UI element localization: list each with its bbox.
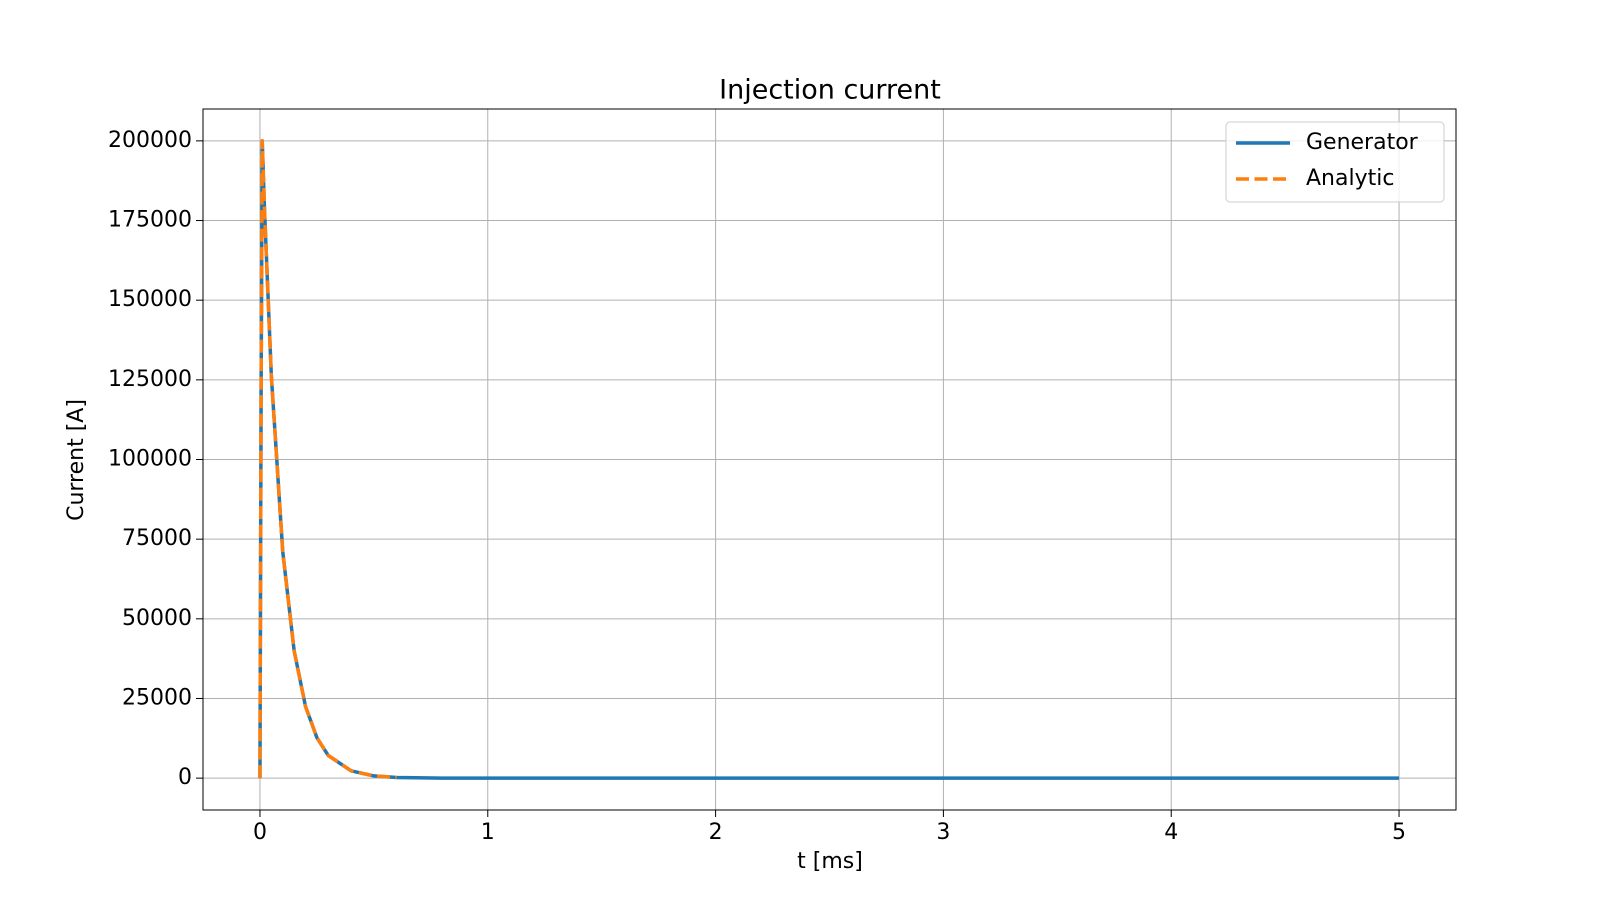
x-tick-label: 3 — [936, 820, 950, 845]
plot-frame — [202, 108, 1457, 811]
y-tick-label: 175000 — [108, 208, 192, 233]
legend: Generator Analytic — [1225, 121, 1445, 203]
legend-label: Generator — [1306, 130, 1419, 155]
y-tick-label: 200000 — [108, 128, 192, 153]
x-axis-label: t [ms] — [797, 849, 863, 874]
y-axis-label: Current [A] — [64, 399, 89, 521]
line-series — [258, 139, 397, 780]
y-tick-label: 75000 — [122, 526, 192, 551]
y-tick-label: 25000 — [122, 685, 192, 710]
y-tick-label: 100000 — [108, 447, 192, 472]
x-tick-label: 2 — [709, 820, 723, 845]
legend-label: Analytic — [1306, 166, 1394, 191]
x-tick-label: 4 — [1164, 820, 1178, 845]
x-tick-label: 0 — [253, 820, 267, 845]
y-tick-label: 125000 — [108, 367, 192, 392]
y-tick-label: 0 — [178, 765, 192, 790]
y-tick-label: 150000 — [108, 287, 192, 312]
y-tick-label: 50000 — [122, 606, 192, 631]
x-tick-label: 1 — [481, 820, 495, 845]
x-tick-label: 5 — [1392, 820, 1406, 845]
chart-title: Injection current — [719, 75, 941, 106]
